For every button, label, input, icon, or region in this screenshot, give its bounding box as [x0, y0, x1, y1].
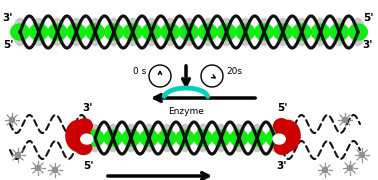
Ellipse shape	[330, 24, 349, 40]
Ellipse shape	[88, 18, 102, 46]
Ellipse shape	[158, 130, 176, 146]
Ellipse shape	[51, 18, 64, 46]
Text: Enzyme: Enzyme	[168, 107, 204, 116]
Ellipse shape	[198, 24, 217, 40]
Circle shape	[342, 117, 348, 123]
Ellipse shape	[220, 18, 233, 46]
Ellipse shape	[266, 130, 284, 146]
Ellipse shape	[125, 124, 137, 152]
Ellipse shape	[295, 18, 308, 46]
Text: 0 s: 0 s	[133, 66, 146, 75]
Ellipse shape	[236, 24, 255, 40]
Ellipse shape	[180, 24, 198, 40]
Ellipse shape	[239, 18, 252, 46]
Circle shape	[9, 117, 15, 123]
Ellipse shape	[140, 130, 158, 146]
Ellipse shape	[212, 130, 230, 146]
Ellipse shape	[176, 130, 194, 146]
Ellipse shape	[67, 24, 86, 40]
Circle shape	[359, 152, 365, 158]
Ellipse shape	[86, 130, 104, 146]
Ellipse shape	[107, 124, 119, 152]
Ellipse shape	[276, 18, 290, 46]
Ellipse shape	[75, 141, 92, 154]
Ellipse shape	[48, 24, 67, 40]
Ellipse shape	[161, 24, 180, 40]
Ellipse shape	[77, 119, 92, 133]
Ellipse shape	[197, 124, 209, 152]
Ellipse shape	[276, 120, 300, 151]
Circle shape	[15, 152, 21, 158]
Ellipse shape	[29, 24, 48, 40]
Ellipse shape	[179, 124, 191, 152]
Text: 3': 3'	[363, 40, 373, 50]
Ellipse shape	[269, 124, 281, 152]
Ellipse shape	[89, 124, 101, 152]
Text: 3': 3'	[83, 103, 93, 113]
Ellipse shape	[273, 134, 285, 144]
Circle shape	[322, 167, 328, 173]
Ellipse shape	[66, 120, 90, 151]
Ellipse shape	[11, 24, 29, 40]
Ellipse shape	[311, 24, 330, 40]
Ellipse shape	[333, 18, 346, 46]
Ellipse shape	[32, 18, 45, 46]
Ellipse shape	[143, 124, 155, 152]
Text: 3': 3'	[277, 161, 287, 171]
Ellipse shape	[122, 130, 140, 146]
Ellipse shape	[183, 18, 195, 46]
Ellipse shape	[86, 24, 104, 40]
Ellipse shape	[274, 119, 289, 133]
Ellipse shape	[215, 124, 227, 152]
Ellipse shape	[248, 130, 266, 146]
Ellipse shape	[70, 18, 83, 46]
Ellipse shape	[145, 18, 158, 46]
Ellipse shape	[314, 18, 327, 46]
Text: 20s: 20s	[226, 66, 242, 75]
Circle shape	[347, 165, 353, 171]
Text: 3': 3'	[3, 13, 13, 23]
Ellipse shape	[274, 24, 292, 40]
Text: 5': 5'	[83, 161, 93, 171]
Ellipse shape	[233, 124, 245, 152]
Ellipse shape	[164, 18, 177, 46]
Ellipse shape	[230, 130, 248, 146]
Ellipse shape	[255, 24, 274, 40]
Ellipse shape	[123, 24, 142, 40]
Ellipse shape	[161, 124, 173, 152]
Ellipse shape	[126, 18, 139, 46]
Ellipse shape	[352, 18, 364, 46]
Ellipse shape	[251, 124, 263, 152]
Text: 5': 5'	[363, 13, 373, 23]
Circle shape	[52, 167, 58, 173]
Ellipse shape	[194, 130, 212, 146]
Ellipse shape	[292, 24, 311, 40]
Ellipse shape	[107, 18, 121, 46]
Ellipse shape	[104, 24, 123, 40]
Ellipse shape	[274, 141, 291, 154]
Ellipse shape	[217, 24, 236, 40]
Ellipse shape	[14, 18, 26, 46]
Ellipse shape	[104, 130, 122, 146]
Ellipse shape	[349, 24, 367, 40]
Ellipse shape	[201, 18, 214, 46]
Circle shape	[35, 165, 41, 171]
Ellipse shape	[257, 18, 271, 46]
Text: 5': 5'	[3, 40, 13, 50]
Text: 5': 5'	[277, 103, 287, 113]
Ellipse shape	[81, 134, 93, 144]
Ellipse shape	[142, 24, 161, 40]
